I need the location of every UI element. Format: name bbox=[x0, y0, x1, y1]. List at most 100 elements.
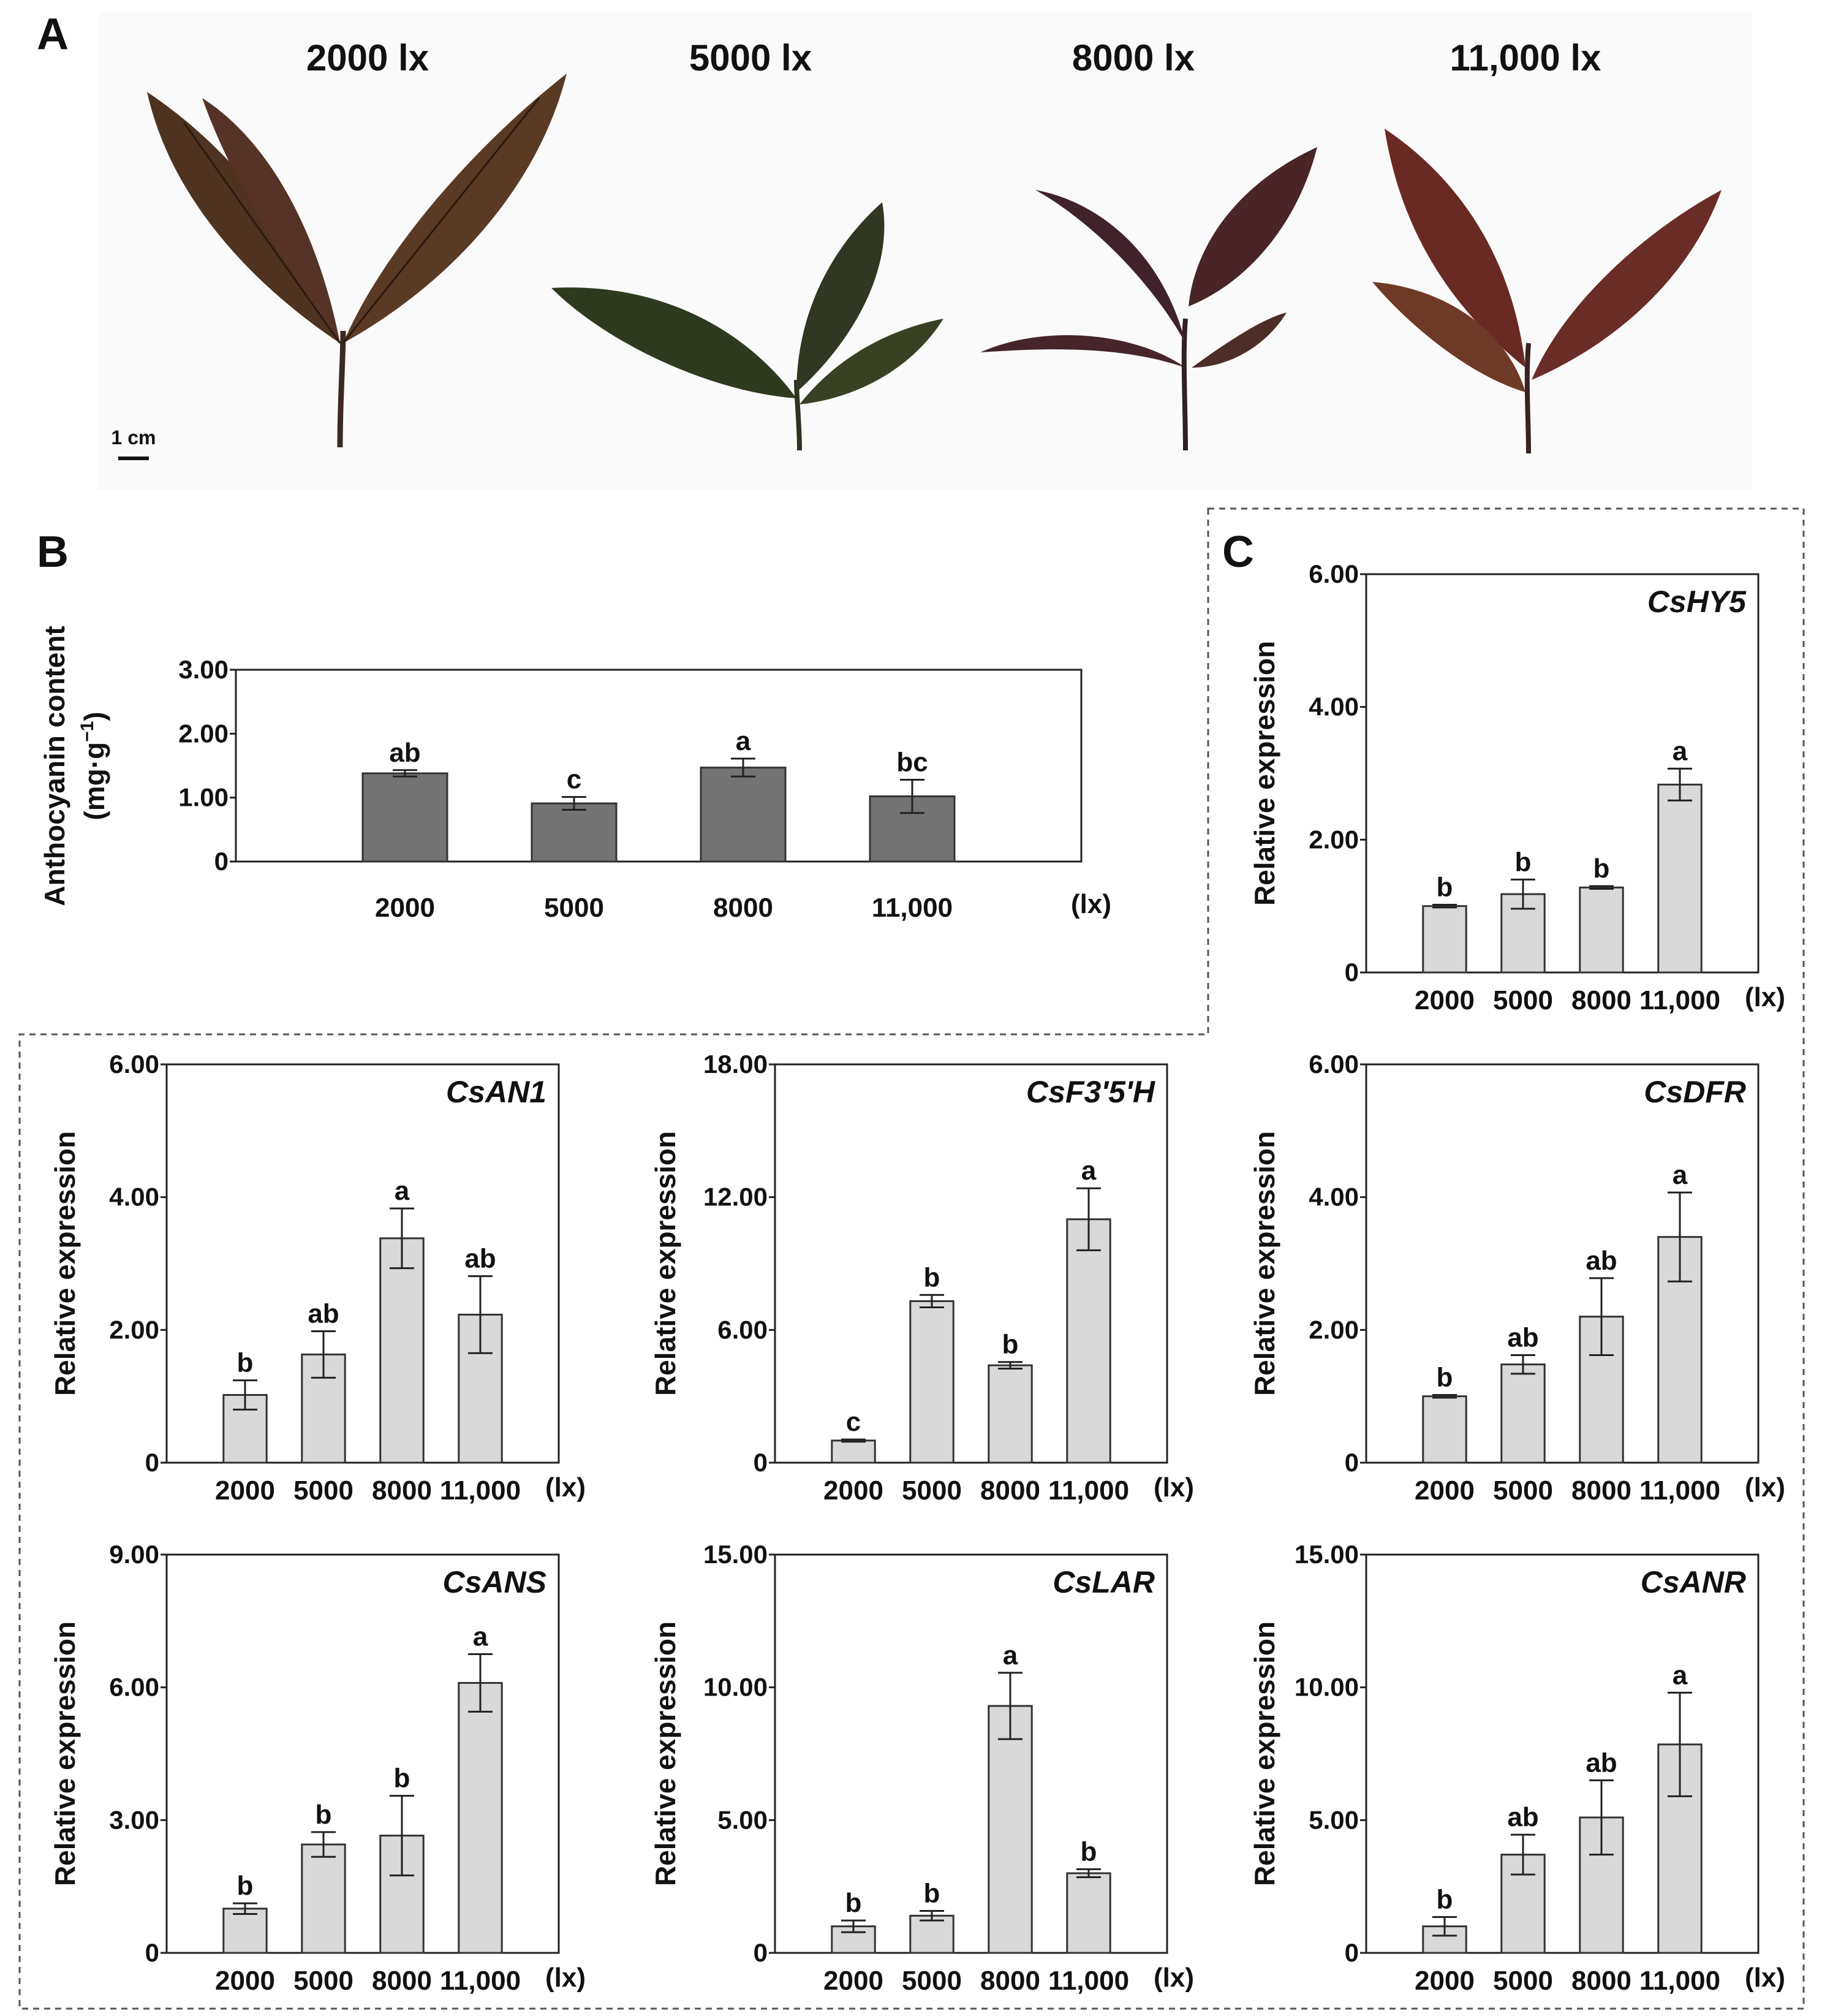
bar bbox=[700, 767, 787, 863]
leaf-sprig-11000 bbox=[1372, 129, 1722, 454]
bar bbox=[1422, 1395, 1467, 1464]
y-tick-label: 3.00 bbox=[178, 655, 229, 684]
y-axis-label: Relative expression bbox=[649, 1621, 681, 1886]
plot-frame bbox=[774, 1553, 1168, 1954]
gene-name: CsHY5 bbox=[1647, 585, 1747, 619]
gene-name: CsANR bbox=[1641, 1565, 1746, 1599]
chart-csans: (lx) 0 3.00 6.00 9.00 b 2000 b 5000 b 8000 a 11,000… bbox=[49, 1540, 586, 1996]
x-category-label: 5000 bbox=[902, 1476, 962, 1506]
significance-letter: b bbox=[394, 1764, 410, 1794]
y-tick-label: 2.00 bbox=[109, 1315, 159, 1344]
x-category-label: 11,000 bbox=[440, 1966, 521, 1996]
scale-bar-label: 1 cm bbox=[112, 426, 156, 449]
significance-letter: b bbox=[845, 1888, 862, 1918]
gene-name: CsF3'5'H bbox=[1026, 1075, 1155, 1109]
x-axis-unit: (lx) bbox=[545, 1963, 586, 1993]
lux-label-8000: 8000 lx bbox=[1072, 37, 1195, 78]
significance-letter: b bbox=[924, 1879, 940, 1909]
significance-letter: ab bbox=[464, 1244, 496, 1274]
y-tick-label: 6.00 bbox=[109, 1050, 159, 1078]
x-category-label: 8000 bbox=[372, 1966, 432, 1996]
significance-letter: a bbox=[1673, 736, 1688, 766]
x-category-label: 2000 bbox=[1415, 1476, 1475, 1506]
x-category-label: 11,000 bbox=[440, 1476, 521, 1506]
significance-letter: a bbox=[473, 1622, 488, 1652]
x-axis-unit-b: (lx) bbox=[1071, 889, 1111, 919]
x-category-label: 2000 bbox=[823, 1966, 883, 1996]
significance-letter: ab bbox=[1586, 1246, 1617, 1276]
plot-frame bbox=[165, 1553, 560, 1954]
leaf-sprig-8000 bbox=[980, 147, 1317, 451]
x-axis-unit: (lx) bbox=[1745, 1963, 1785, 1993]
bar bbox=[988, 1705, 1033, 1954]
leaf-sprig-5000 bbox=[551, 202, 943, 451]
x-category-label: 8000 bbox=[980, 1476, 1040, 1506]
chart-csf35h: (lx) 0 6.00 12.00 18.00 c 2000 b 5000 b 8000 a 11,0… bbox=[649, 1050, 1194, 1506]
x-category-label: 5000 bbox=[293, 1966, 353, 1996]
x-category-label: 5000 bbox=[544, 893, 604, 923]
y-axis-label: Relative expression bbox=[1249, 641, 1280, 906]
x-category-label: 11,000 bbox=[1048, 1476, 1129, 1506]
plot-frame bbox=[235, 669, 1083, 863]
x-category-label: 2000 bbox=[823, 1476, 883, 1506]
y-tick-label: 18.00 bbox=[703, 1050, 768, 1078]
y-tick-label: 0 bbox=[754, 1448, 768, 1477]
y-tick-label: 9.00 bbox=[109, 1540, 159, 1569]
plot-frame bbox=[1365, 1553, 1760, 1954]
x-axis-unit: (lx) bbox=[1745, 982, 1785, 1012]
significance-letter: b bbox=[924, 1262, 940, 1292]
significance-letter: ab bbox=[1507, 1323, 1538, 1353]
significance-letter: b bbox=[1081, 1837, 1097, 1867]
x-category-label: 11,000 bbox=[872, 893, 953, 923]
significance-letter: b bbox=[237, 1871, 254, 1901]
y-tick-label: 6.00 bbox=[717, 1315, 768, 1344]
panel-a: A 2000 lx 5000 lx 8000 lx 11,000 lx bbox=[37, 10, 1752, 490]
bar bbox=[909, 1914, 954, 1954]
plot-frame bbox=[774, 1063, 1168, 1464]
x-category-label: 5000 bbox=[902, 1966, 962, 1996]
significance-letter: b bbox=[1437, 1885, 1453, 1915]
leaf-sprig-2000 bbox=[147, 74, 567, 448]
x-category-label: 11,000 bbox=[1639, 985, 1720, 1015]
photo-background bbox=[98, 12, 1752, 490]
x-category-label: 2000 bbox=[1415, 985, 1475, 1015]
x-category-label: 11,000 bbox=[1639, 1476, 1720, 1506]
chart-anthocyanin: B Anthocyanin content (mg·g−1) (lx) 0 1.0… bbox=[37, 528, 1111, 923]
chart-cslar: (lx) 0 5.00 10.00 15.00 b 2000 b 5000 a 8000 b 11,0… bbox=[649, 1540, 1194, 1996]
x-category-label: 5000 bbox=[1493, 1966, 1553, 1996]
x-category-label: 5000 bbox=[1493, 1476, 1553, 1506]
significance-letter: a bbox=[1081, 1156, 1097, 1186]
y-tick-label: 5.00 bbox=[1309, 1805, 1359, 1834]
y-tick-label: 3.00 bbox=[109, 1805, 159, 1834]
y-tick-label: 12.00 bbox=[703, 1183, 768, 1211]
significance-letter: bc bbox=[896, 747, 928, 777]
y-tick-label: 4.00 bbox=[109, 1183, 159, 1211]
x-axis-unit: (lx) bbox=[1154, 1472, 1194, 1503]
x-category-label: 2000 bbox=[375, 893, 435, 923]
lux-label-2000: 2000 lx bbox=[306, 37, 429, 78]
x-category-label: 8000 bbox=[1571, 985, 1631, 1015]
y-tick-label: 0 bbox=[1345, 1938, 1359, 1967]
bar bbox=[831, 1439, 876, 1464]
y-tick-label: 0 bbox=[1345, 958, 1359, 987]
significance-letter: b bbox=[1437, 873, 1453, 903]
bar bbox=[831, 1925, 876, 1954]
x-category-label: 2000 bbox=[215, 1966, 275, 1996]
y-tick-label: 0 bbox=[145, 1448, 159, 1477]
bar bbox=[301, 1843, 346, 1954]
significance-letter: ab bbox=[389, 738, 420, 768]
chart-csdfr: (lx) 0 2.00 4.00 6.00 b 2000 ab 5000 ab 8000 a 11,0… bbox=[1249, 1050, 1785, 1506]
significance-letter: ab bbox=[1507, 1802, 1538, 1832]
y-tick-label: 15.00 bbox=[703, 1540, 768, 1569]
chart-csan1: (lx) 0 2.00 4.00 6.00 b 2000 ab 5000 a 8000 ab 11,0… bbox=[49, 1050, 586, 1506]
significance-letter: ab bbox=[308, 1299, 339, 1329]
y-tick-label: 6.00 bbox=[1309, 559, 1359, 588]
significance-letter: b bbox=[1437, 1363, 1453, 1393]
x-category-label: 5000 bbox=[1493, 985, 1553, 1015]
panel-letter-a: A bbox=[37, 10, 69, 59]
significance-letter: b bbox=[1515, 847, 1532, 877]
significance-letter: b bbox=[316, 1800, 332, 1830]
y-tick-label: 0 bbox=[754, 1938, 768, 1967]
significance-letter: a bbox=[1673, 1660, 1688, 1690]
